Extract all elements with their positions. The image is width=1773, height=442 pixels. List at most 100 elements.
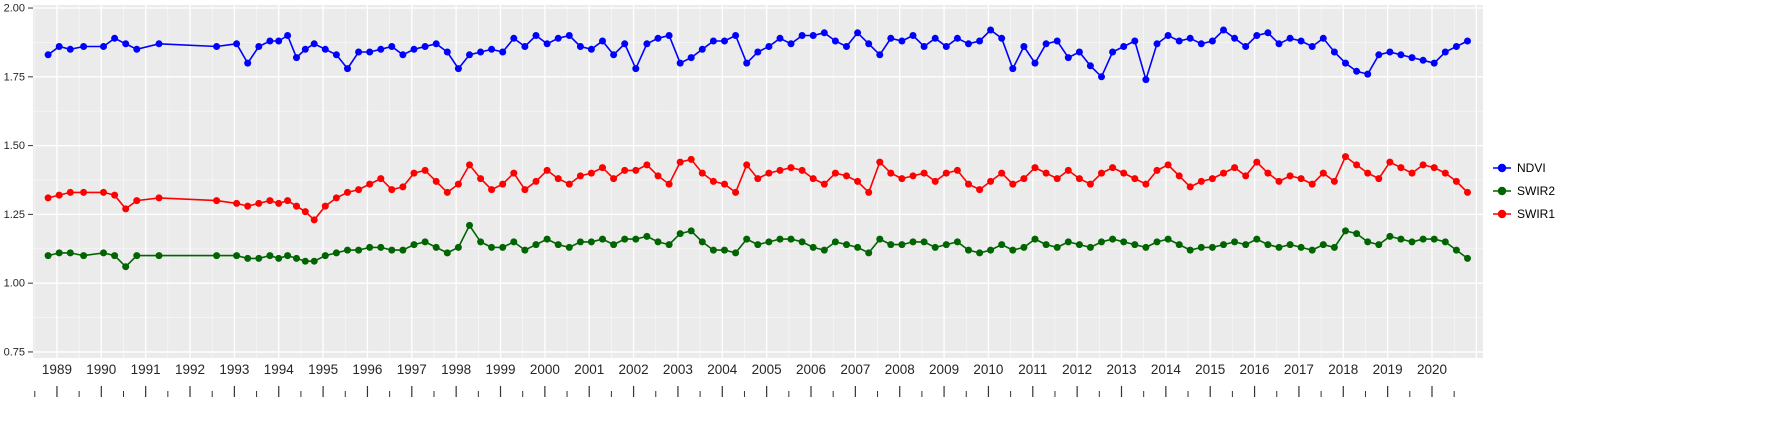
data-point-ndvi	[865, 40, 873, 48]
data-point-swir2	[1275, 243, 1283, 251]
data-point-ndvi	[44, 51, 52, 59]
data-point-swir1	[831, 169, 839, 177]
data-point-ndvi	[1464, 37, 1471, 45]
data-point-swir1	[55, 191, 63, 199]
data-point-swir1	[477, 175, 485, 183]
data-point-swir1	[1430, 164, 1438, 172]
data-point-swir1	[521, 186, 529, 194]
data-point-swir2	[1452, 246, 1460, 254]
data-point-swir2	[133, 252, 141, 260]
data-point-swir1	[1131, 175, 1139, 183]
data-point-swir1	[1009, 180, 1017, 188]
data-point-ndvi	[1419, 56, 1427, 64]
data-point-swir2	[1308, 246, 1316, 254]
data-point-swir1	[111, 191, 119, 199]
x-tick-label: 2004	[707, 362, 738, 377]
data-point-swir2	[643, 232, 651, 240]
data-point-ndvi	[732, 32, 740, 39]
data-point-ndvi	[843, 43, 850, 50]
data-point-swir2	[284, 252, 292, 260]
data-point-swir2	[831, 238, 839, 246]
data-point-ndvi	[1242, 43, 1250, 50]
data-point-ndvi	[798, 32, 806, 39]
data-point-swir1	[909, 172, 917, 180]
data-point-ndvi	[499, 48, 507, 56]
data-point-swir2	[255, 254, 263, 262]
data-point-ndvi	[1186, 34, 1194, 42]
data-point-swir1	[244, 202, 252, 210]
data-point-swir1	[1308, 180, 1316, 188]
data-point-swir1	[1408, 169, 1416, 177]
data-point-swir2	[798, 238, 806, 246]
data-point-ndvi	[576, 43, 584, 50]
data-point-ndvi	[709, 37, 717, 45]
data-point-swir2	[44, 252, 52, 260]
data-point-ndvi	[632, 65, 640, 73]
data-point-swir1	[965, 180, 972, 188]
data-point-swir1	[743, 161, 751, 169]
data-point-ndvi	[1075, 48, 1083, 56]
data-point-swir2	[743, 235, 751, 243]
data-point-swir1	[1452, 177, 1460, 185]
data-point-swir2	[854, 243, 862, 251]
data-point-swir1	[155, 194, 163, 202]
data-point-ndvi	[1364, 70, 1372, 78]
data-point-swir1	[576, 172, 584, 180]
data-point-swir2	[765, 238, 773, 246]
data-point-swir1	[1386, 158, 1394, 166]
x-tick-label: 2000	[530, 362, 560, 377]
legend-label-swir1: SWIR1	[1517, 207, 1556, 221]
data-point-ndvi	[477, 48, 485, 56]
x-tick-label: 2016	[1240, 362, 1270, 377]
data-point-swir1	[499, 180, 507, 188]
data-point-swir2	[1020, 243, 1028, 251]
data-point-swir2	[1353, 230, 1361, 238]
data-point-ndvi	[432, 40, 440, 48]
data-point-swir2	[80, 252, 88, 260]
data-point-swir2	[510, 238, 518, 246]
data-point-ndvi	[976, 37, 984, 45]
data-point-swir1	[1375, 175, 1383, 183]
data-point-swir1	[100, 188, 107, 196]
x-tick-label: 2005	[752, 362, 782, 377]
data-point-swir2	[1064, 238, 1072, 246]
data-point-ndvi	[321, 45, 329, 53]
data-point-swir1	[1208, 175, 1216, 183]
data-point-ndvi	[610, 51, 618, 59]
data-point-swir2	[1464, 254, 1471, 262]
data-point-swir2	[1441, 238, 1449, 246]
data-point-swir2	[931, 243, 939, 251]
data-point-ndvi	[111, 34, 119, 42]
data-point-swir1	[213, 197, 221, 205]
y-tick-label: 1.00	[4, 278, 25, 290]
data-point-swir2	[820, 246, 828, 254]
data-point-swir2	[665, 241, 673, 249]
data-point-ndvi	[355, 48, 363, 56]
data-point-ndvi	[275, 37, 283, 45]
data-point-swir1	[133, 197, 141, 205]
data-point-ndvi	[998, 34, 1006, 42]
data-point-swir1	[1064, 166, 1072, 174]
x-tick-label: 2001	[574, 362, 604, 377]
data-point-ndvi	[1131, 37, 1139, 45]
data-point-swir1	[654, 172, 662, 180]
data-point-ndvi	[665, 32, 673, 39]
data-point-ndvi	[293, 54, 300, 62]
data-point-swir2	[1086, 243, 1094, 251]
data-point-swir1	[665, 180, 673, 188]
data-point-swir2	[388, 246, 396, 254]
data-point-swir2	[987, 246, 995, 254]
x-tick-label: 2013	[1106, 362, 1136, 377]
swir2-marker-icon	[1493, 186, 1511, 196]
x-tick-label: 1991	[131, 362, 161, 377]
data-point-ndvi	[133, 45, 141, 53]
data-point-ndvi	[244, 59, 252, 67]
data-point-swir2	[698, 238, 706, 246]
data-point-swir2	[1408, 238, 1416, 246]
data-point-swir1	[293, 202, 300, 210]
data-point-ndvi	[1120, 43, 1128, 50]
data-point-swir1	[1153, 166, 1161, 174]
data-point-swir2	[421, 238, 429, 246]
data-point-ndvi	[55, 43, 63, 50]
